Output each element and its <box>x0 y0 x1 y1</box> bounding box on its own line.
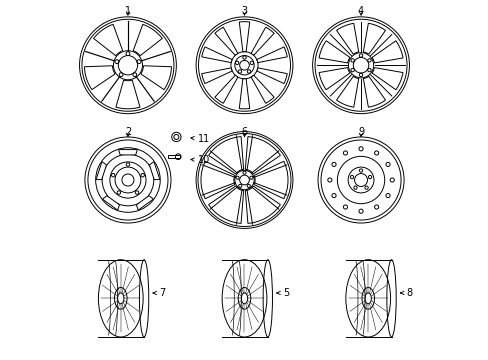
Polygon shape <box>336 23 358 54</box>
Polygon shape <box>250 27 274 55</box>
Polygon shape <box>371 41 402 63</box>
Text: 4: 4 <box>357 6 364 16</box>
Polygon shape <box>363 23 385 54</box>
Polygon shape <box>214 27 238 55</box>
Text: 3: 3 <box>241 6 247 16</box>
Polygon shape <box>245 136 280 174</box>
Text: 8: 8 <box>400 288 412 298</box>
Polygon shape <box>208 186 243 224</box>
Polygon shape <box>84 66 115 90</box>
Polygon shape <box>254 161 287 199</box>
Polygon shape <box>102 196 119 210</box>
Polygon shape <box>245 186 280 224</box>
Text: 5: 5 <box>276 288 288 298</box>
Polygon shape <box>250 75 274 103</box>
Text: 2: 2 <box>124 127 131 137</box>
Text: 11: 11 <box>190 134 210 144</box>
Polygon shape <box>256 68 286 84</box>
FancyBboxPatch shape <box>168 155 180 158</box>
Polygon shape <box>93 24 122 56</box>
Polygon shape <box>136 196 153 210</box>
Polygon shape <box>149 162 160 180</box>
Polygon shape <box>202 47 232 63</box>
Polygon shape <box>239 79 249 109</box>
Polygon shape <box>118 149 137 155</box>
Text: 6: 6 <box>241 127 247 137</box>
Text: 7: 7 <box>153 288 165 298</box>
Polygon shape <box>214 75 238 103</box>
Text: 9: 9 <box>357 127 364 137</box>
Text: 1: 1 <box>124 6 131 16</box>
Polygon shape <box>96 162 106 180</box>
Polygon shape <box>116 80 140 109</box>
Polygon shape <box>319 68 349 90</box>
Text: 10: 10 <box>190 155 210 165</box>
Polygon shape <box>336 76 358 107</box>
Polygon shape <box>202 68 232 84</box>
Polygon shape <box>371 68 402 90</box>
Polygon shape <box>319 41 349 63</box>
Polygon shape <box>201 161 234 199</box>
Polygon shape <box>133 24 162 56</box>
Polygon shape <box>363 76 385 107</box>
Polygon shape <box>141 66 171 90</box>
Polygon shape <box>239 22 249 52</box>
Polygon shape <box>208 136 243 174</box>
Polygon shape <box>256 47 286 63</box>
